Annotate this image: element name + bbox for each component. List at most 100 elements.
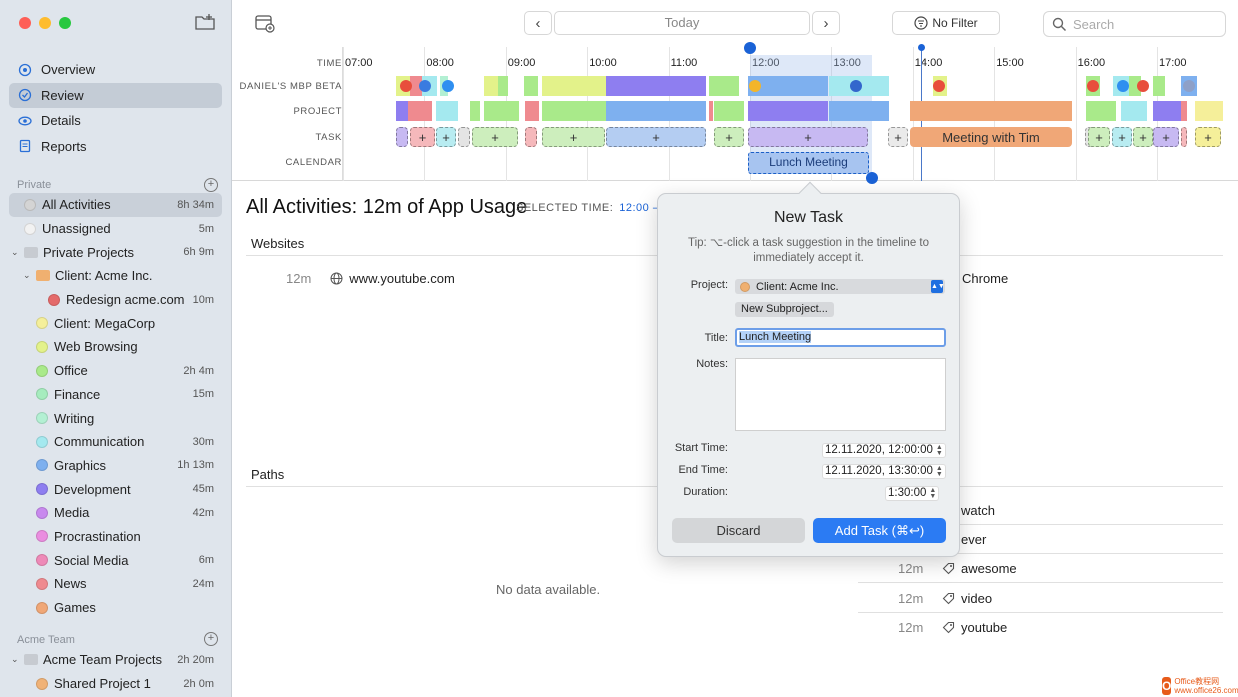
task-suggestion[interactable]: + [606, 127, 706, 147]
activity-segment[interactable] [709, 101, 713, 121]
minimize-window-button[interactable] [39, 17, 51, 29]
chevron-down-icon[interactable]: ⌄ [11, 654, 19, 665]
activity-segment[interactable] [542, 76, 606, 96]
sidebar-item-reports[interactable]: Reports [9, 134, 222, 160]
activity-segment[interactable] [470, 101, 480, 121]
activity-segment[interactable] [714, 101, 744, 121]
add-team-project-icon[interactable]: + [204, 632, 218, 646]
sidebar-category[interactable]: Development 45m [9, 477, 222, 501]
sidebar-category[interactable]: Media 42m [9, 501, 222, 525]
keyword-row[interactable]: 12m youtube [898, 620, 1007, 635]
end-time-field[interactable]: 12.11.2020, 13:30:00 ▲ ▼ [822, 464, 946, 479]
sidebar-category[interactable]: Web Browsing [9, 335, 222, 359]
sidebar-category[interactable]: Communication 30m [9, 430, 222, 454]
keyword-row[interactable]: 12m awesome [898, 561, 1017, 576]
activity-segment[interactable] [910, 101, 1072, 121]
activity-segment[interactable] [1121, 101, 1147, 121]
keyword-row[interactable]: 12m video [898, 591, 992, 606]
sidebar-category[interactable]: Client: MegaCorp [9, 311, 222, 335]
title-field[interactable]: Lunch Meeting [735, 328, 946, 347]
sidebar-category[interactable]: News 24m [9, 572, 222, 596]
activity-segment[interactable] [709, 76, 739, 96]
stepper-icon[interactable]: ▲ ▼ [935, 443, 943, 457]
activity-segment[interactable] [748, 101, 828, 121]
calendar-event-lunch-meeting[interactable]: Lunch Meeting [748, 152, 869, 174]
activity-segment[interactable] [408, 101, 432, 121]
project-select[interactable]: Client: Acme Inc. ▲▼ [735, 279, 945, 294]
sidebar-category[interactable]: Social Media 6m [9, 548, 222, 572]
next-day-button[interactable]: › [812, 11, 840, 35]
sidebar-category[interactable]: Writing [9, 406, 222, 430]
task-suggestion[interactable]: + [1112, 127, 1132, 147]
activity-segment[interactable] [606, 76, 706, 96]
activity-segment[interactable] [525, 101, 539, 121]
new-subproject-button[interactable]: New Subproject... [735, 302, 834, 317]
search-field[interactable]: Search [1043, 11, 1226, 37]
activity-segment[interactable] [542, 101, 606, 121]
sidebar-category[interactable]: Unassigned 5m [9, 217, 222, 241]
sidebar-item-details[interactable]: Details [9, 108, 222, 134]
task-suggestion[interactable]: + [542, 127, 605, 147]
sidebar-category[interactable]: Finance 15m [9, 383, 222, 407]
activity-segment[interactable] [396, 101, 408, 121]
sidebar-category[interactable]: ⌄ Acme Team Projects 2h 20m [9, 648, 222, 672]
selection-handle[interactable] [866, 172, 879, 184]
activity-segment[interactable] [748, 76, 828, 96]
sidebar-category[interactable]: Procrastination [9, 525, 222, 549]
website-row[interactable]: 12m www.youtube.com [286, 271, 455, 286]
new-folder-icon[interactable] [194, 13, 216, 31]
sidebar-category[interactable]: ⌄ Private Projects 6h 9m [9, 240, 222, 264]
selection-handle[interactable] [744, 42, 756, 54]
activity-segment[interactable] [1195, 101, 1223, 121]
timeline[interactable]: TIME DANIEL'S MBP BETA PROJECT TASK CALE… [232, 42, 1238, 184]
task-suggestion[interactable]: + [748, 127, 868, 147]
add-private-project-icon[interactable]: + [204, 178, 218, 192]
task-suggestion[interactable] [458, 127, 470, 147]
task-meeting-with-tim[interactable]: Meeting with Tim [910, 127, 1072, 147]
activity-segment[interactable] [484, 76, 498, 96]
chevron-down-icon[interactable]: ⌄ [23, 270, 31, 281]
activity-segment[interactable] [524, 76, 538, 96]
stepper-icon[interactable]: ▲ ▼ [935, 464, 943, 478]
filter-button[interactable]: No Filter [892, 11, 1000, 35]
zoom-window-button[interactable] [59, 17, 71, 29]
task-suggestion[interactable]: + [472, 127, 518, 147]
sidebar-item-review[interactable]: Review [9, 82, 222, 108]
activity-segment[interactable] [1086, 101, 1116, 121]
activity-segment[interactable] [484, 101, 519, 121]
task-suggestion[interactable]: + [1195, 127, 1221, 147]
sidebar-category[interactable]: Shared Project 1 2h 0m [9, 672, 222, 696]
task-suggestion[interactable]: + [410, 127, 435, 147]
task-suggestion[interactable]: + [1153, 127, 1179, 147]
previous-day-button[interactable]: ‹ [524, 11, 552, 35]
activity-segment[interactable] [1181, 101, 1187, 121]
activity-segment[interactable] [436, 101, 458, 121]
add-calendar-icon[interactable] [254, 13, 276, 33]
task-suggestion[interactable] [525, 127, 537, 147]
app-row[interactable]: Chrome [962, 271, 1008, 286]
task-suggestion[interactable]: + [1133, 127, 1153, 147]
add-task-button[interactable]: Add Task (⌘↩) [813, 518, 946, 543]
sidebar-category[interactable]: Graphics 1h 13m [9, 454, 222, 478]
sidebar-category[interactable]: All Activities 8h 34m [9, 193, 222, 217]
sidebar-category[interactable]: ⌄ Client: Acme Inc. [9, 264, 222, 288]
activity-segment[interactable] [1153, 101, 1181, 121]
activity-segment[interactable] [410, 76, 422, 96]
discard-button[interactable]: Discard [672, 518, 805, 543]
task-suggestion[interactable]: + [714, 127, 744, 147]
activity-segment[interactable] [829, 101, 889, 121]
today-button[interactable]: Today [554, 11, 810, 35]
task-suggestion[interactable] [1181, 127, 1187, 147]
start-time-field[interactable]: 12.11.2020, 12:00:00 ▲ ▼ [822, 443, 946, 458]
notes-field[interactable] [735, 358, 946, 431]
sidebar-category[interactable]: Games [9, 596, 222, 620]
task-suggestion[interactable]: + [436, 127, 456, 147]
sidebar-item-overview[interactable]: Overview [9, 57, 222, 83]
activity-segment[interactable] [498, 76, 508, 96]
stepper-icon[interactable]: ▲ ▼ [929, 486, 937, 500]
sidebar-category[interactable]: Office 2h 4m [9, 359, 222, 383]
activity-segment[interactable] [606, 101, 706, 121]
task-suggestion[interactable]: + [1088, 127, 1110, 147]
duration-field[interactable]: 1:30:00 ▲ ▼ [885, 486, 940, 501]
task-suggestion[interactable]: + [888, 127, 908, 147]
